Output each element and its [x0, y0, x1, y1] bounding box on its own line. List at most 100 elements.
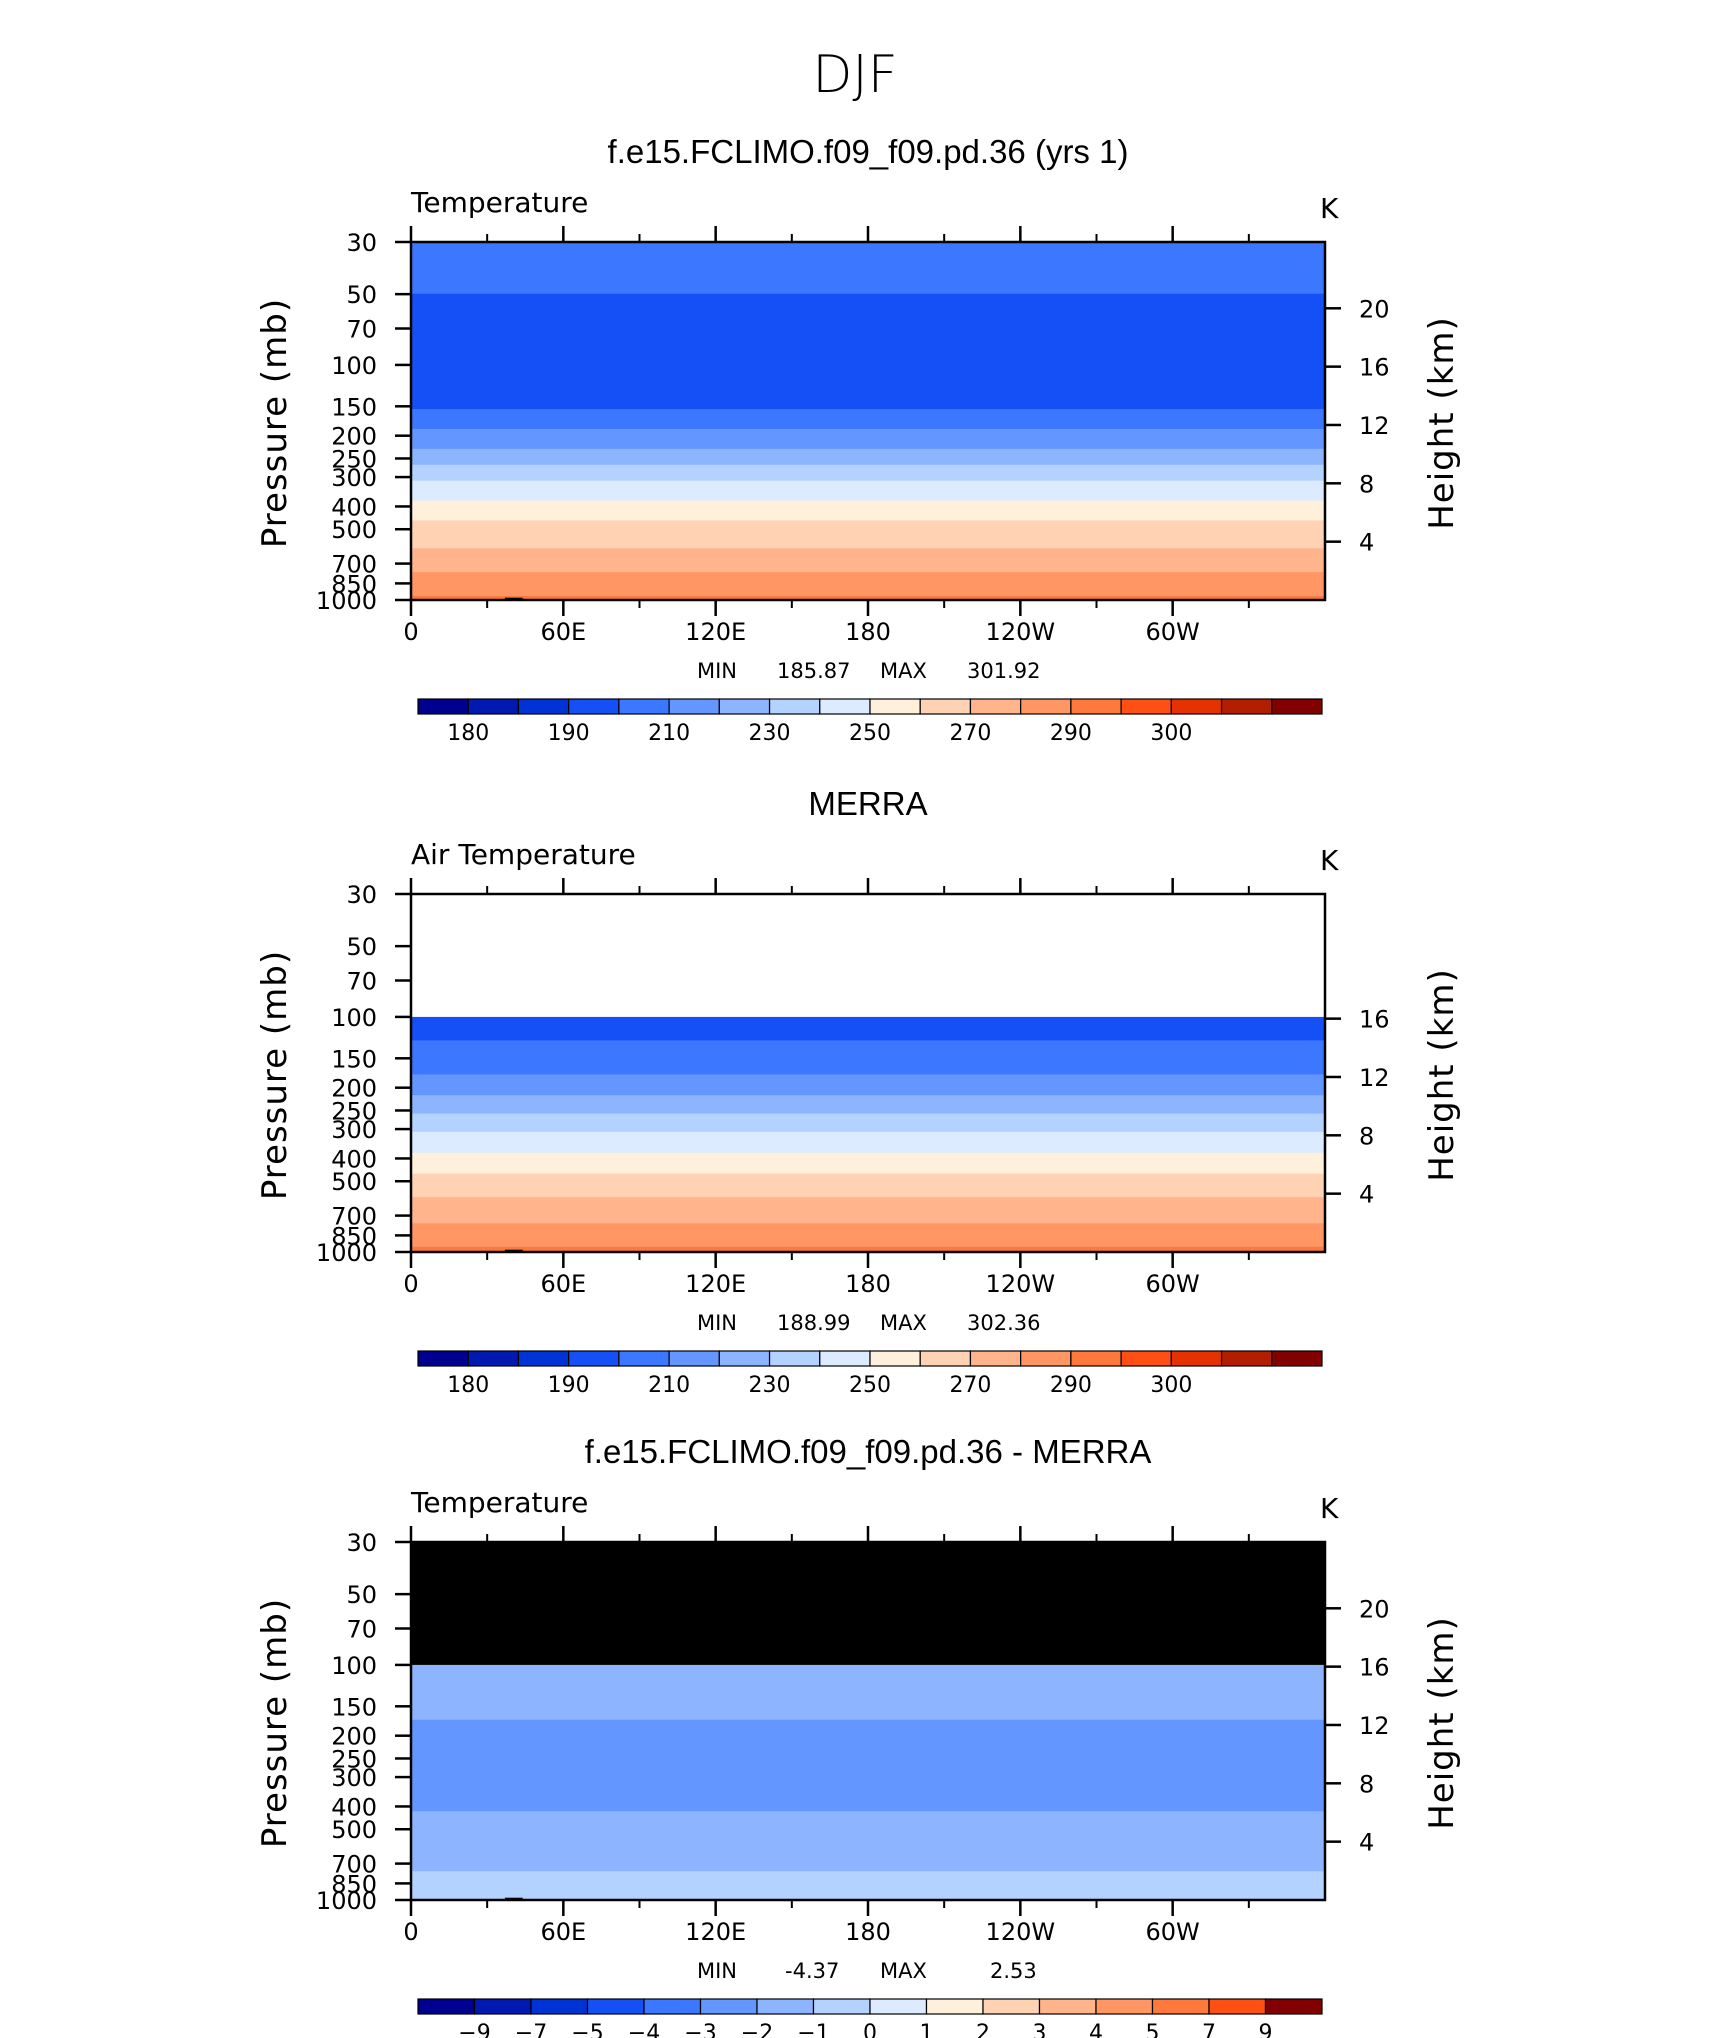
contour-band — [411, 389, 1325, 394]
contour-band — [411, 265, 1325, 271]
contour-band — [411, 1092, 1325, 1096]
contour-band — [411, 1035, 1325, 1039]
contour-band — [411, 1024, 1325, 1028]
contour-band — [411, 1787, 1325, 1791]
contour-band — [411, 1879, 1325, 1883]
contour-band — [411, 409, 1325, 414]
y-axis-label: Pressure (mb) — [255, 1598, 295, 1848]
colorbar-label: 270 — [949, 721, 991, 746]
y2-tick-label: 4 — [1359, 529, 1374, 557]
contour-band — [411, 1714, 1325, 1718]
contour-band — [411, 277, 1325, 283]
contour-band — [411, 1795, 1325, 1799]
colorbar-label: 230 — [749, 1373, 791, 1398]
contour-plot: 0 60E 120E 180 120W 60W3050701001502002503004… — [316, 878, 1390, 1298]
contour-band — [411, 1022, 1325, 1026]
stats-max-value: 301.92 — [967, 659, 1040, 683]
y2-tick-label: 8 — [1359, 470, 1374, 498]
contour-band — [411, 269, 1325, 275]
contour-band — [411, 1709, 1325, 1713]
colorbar-label: 270 — [949, 1373, 991, 1398]
y-tick-label: 250 — [331, 445, 377, 473]
colorbar-box — [919, 698, 972, 715]
contour-band — [411, 1811, 1325, 1815]
x-tick-label: 120E — [685, 618, 746, 646]
colorbar-box — [568, 698, 620, 715]
y-tick-label: 400 — [331, 1793, 377, 1821]
panel-subtitle: Temperature — [410, 186, 588, 219]
y-tick-label: 400 — [331, 1145, 377, 1173]
contour-band — [411, 1105, 1325, 1109]
contour-band — [411, 1084, 1325, 1089]
contour-band — [411, 596, 1325, 601]
contour-band — [411, 1735, 1325, 1739]
contour-band — [411, 369, 1325, 374]
colorbar-box — [1170, 1350, 1223, 1367]
contour-band — [411, 1805, 1325, 1810]
x-tick-label: 60W — [1146, 1918, 1200, 1946]
contour-band — [411, 1889, 1325, 1893]
contour-band — [411, 1738, 1325, 1742]
contour-band — [411, 1160, 1325, 1164]
contour-band — [411, 1178, 1325, 1183]
y2-tick-label: 4 — [1359, 1181, 1374, 1209]
colorbar-label: −5 — [571, 2021, 603, 2038]
y-tick-label: 150 — [331, 393, 377, 421]
colorbar-box — [1095, 1998, 1154, 2015]
colorbar-label: 0 — [863, 2021, 877, 2038]
colorbar-label: 180 — [447, 1373, 489, 1398]
contour-band — [411, 1792, 1325, 1797]
contour-band — [411, 1186, 1325, 1190]
colorbar-box — [718, 1350, 771, 1367]
contour-band — [411, 1184, 1325, 1188]
contour-band — [411, 472, 1325, 478]
contour-band — [411, 337, 1325, 343]
contour-band — [411, 1845, 1325, 1849]
x-tick-label: 60E — [540, 1270, 586, 1298]
y-tick-label: 1000 — [316, 587, 377, 615]
y-tick-label: 50 — [346, 933, 377, 961]
contour-band — [411, 1685, 1325, 1690]
contour-band — [411, 1220, 1325, 1224]
contour-band — [411, 1210, 1325, 1214]
contour-band — [411, 385, 1325, 390]
colorbar-box — [919, 1350, 972, 1367]
y-tick-label: 70 — [346, 968, 377, 996]
stats-max-label: MAX — [880, 1959, 927, 1983]
contour-band — [411, 1829, 1325, 1833]
contour-band — [411, 1048, 1325, 1052]
x-tick-label: 0 — [403, 1270, 418, 1298]
contour-band — [411, 1032, 1325, 1036]
colorbar-box — [869, 698, 921, 715]
contour-band — [411, 1839, 1325, 1844]
contour-band — [411, 1667, 1325, 1671]
contour-band — [411, 242, 1325, 247]
contour-band — [411, 1241, 1325, 1245]
contour-band — [411, 1202, 1325, 1206]
colorbar-box — [1220, 1350, 1273, 1367]
contour-band — [411, 436, 1325, 442]
contour-band — [411, 512, 1325, 518]
y2-axis-label: Height (km) — [1422, 1616, 1462, 1830]
contour-band — [411, 345, 1325, 350]
contour-band — [411, 1798, 1325, 1802]
colorbar-label: 4 — [1089, 2021, 1103, 2038]
contour-band — [411, 1730, 1325, 1734]
y-tick-label: 300 — [331, 464, 377, 492]
contour-band — [411, 1698, 1325, 1703]
colorbar-box — [969, 698, 1022, 715]
x-tick-label: 120E — [685, 1918, 746, 1946]
contour-band — [411, 1732, 1325, 1737]
y-tick-label: 500 — [331, 1168, 377, 1196]
contour-band — [411, 1118, 1325, 1122]
contour-band — [411, 341, 1325, 347]
y2-tick-label: 20 — [1359, 295, 1390, 323]
x-tick-label: 120E — [685, 1270, 746, 1298]
contour-band — [411, 317, 1325, 323]
contour-band — [411, 1772, 1325, 1776]
contour-band — [411, 1147, 1325, 1151]
colorbar-box — [768, 698, 821, 715]
colorbar-box — [756, 1998, 815, 2015]
y2-tick-label: 8 — [1359, 1770, 1374, 1798]
